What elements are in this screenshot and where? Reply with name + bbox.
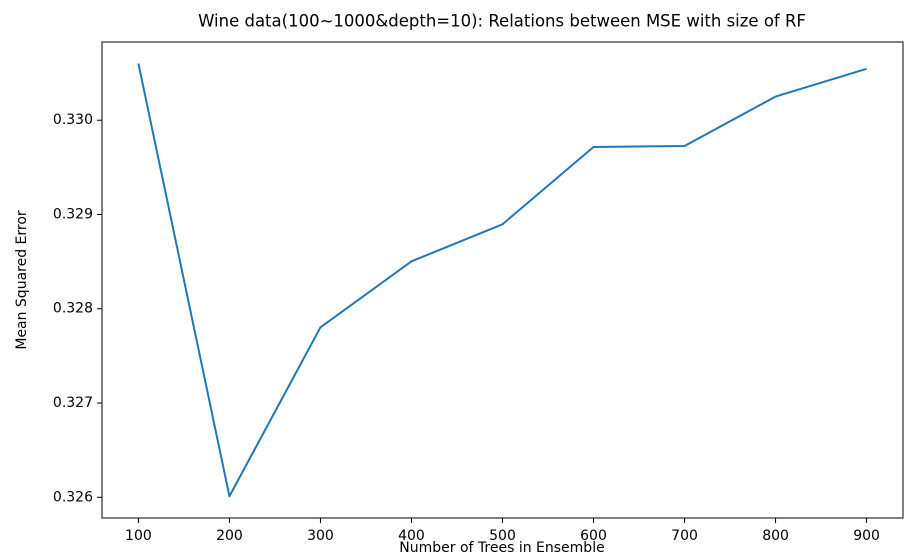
x-tick-label: 100: [125, 528, 152, 544]
x-tick-label: 800: [762, 528, 789, 544]
y-axis-label: Mean Squared Error: [14, 210, 30, 350]
y-tick-label: 0.327: [53, 395, 93, 411]
x-tick-label: 700: [671, 528, 698, 544]
line-series: [137, 63, 867, 498]
x-tick-label: 400: [398, 528, 425, 544]
x-tick-label: 300: [307, 528, 334, 544]
y-tick-label: 0.328: [53, 301, 93, 317]
y-tick-label: 0.326: [53, 489, 93, 505]
x-tick-label: 600: [580, 528, 607, 544]
y-tick-label: 0.330: [53, 112, 93, 128]
x-tick-label: 500: [489, 528, 516, 544]
x-tick-label: 900: [853, 528, 880, 544]
x-tick-label: 200: [216, 528, 243, 544]
chart-title: Wine data(100~1000&depth=10): Relations …: [198, 12, 806, 31]
x-axis-label: Number of Trees in Ensemble: [399, 540, 604, 556]
plot-frame: [101, 41, 904, 519]
y-tick-label: 0.329: [53, 206, 93, 222]
